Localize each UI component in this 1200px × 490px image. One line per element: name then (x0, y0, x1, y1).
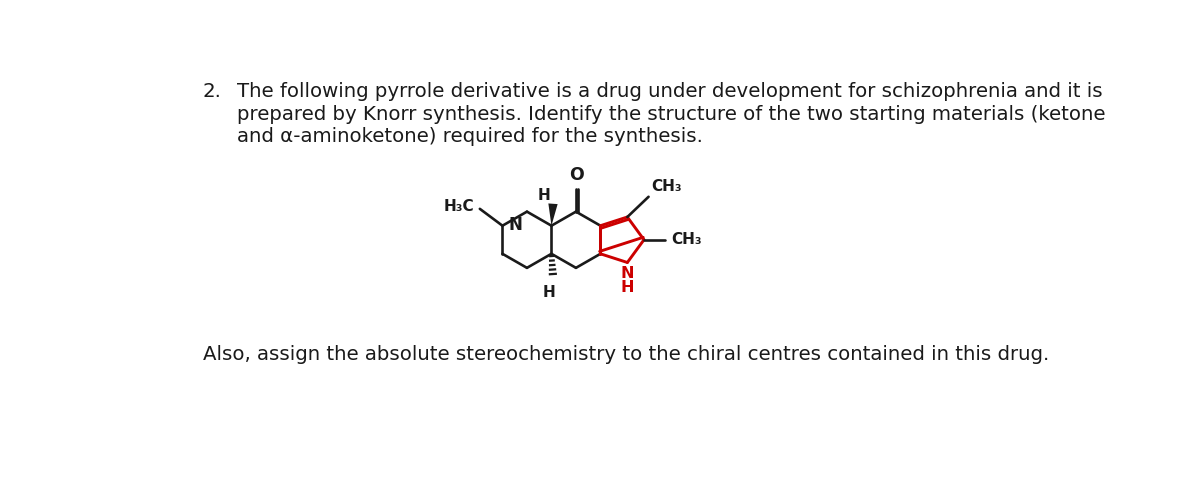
Text: and α-aminoketone) required for the synthesis.: and α-aminoketone) required for the synt… (236, 127, 703, 147)
Text: H: H (542, 285, 556, 300)
Text: H₃C: H₃C (444, 199, 474, 214)
Text: 2.: 2. (203, 82, 222, 101)
Text: N: N (509, 216, 522, 234)
Polygon shape (548, 203, 558, 226)
Text: CH₃: CH₃ (652, 179, 683, 195)
Text: CH₃: CH₃ (671, 232, 702, 247)
Text: Also, assign the absolute stereochemistry to the chiral centres contained in thi: Also, assign the absolute stereochemistr… (203, 345, 1049, 364)
Text: H: H (538, 188, 550, 203)
Text: prepared by Knorr synthesis. Identify the structure of the two starting material: prepared by Knorr synthesis. Identify th… (236, 105, 1105, 123)
Text: The following pyrrole derivative is a drug under development for schizophrenia a: The following pyrrole derivative is a dr… (236, 82, 1103, 101)
Text: H: H (620, 280, 634, 295)
Text: O: O (569, 166, 584, 184)
Text: N: N (620, 267, 634, 281)
